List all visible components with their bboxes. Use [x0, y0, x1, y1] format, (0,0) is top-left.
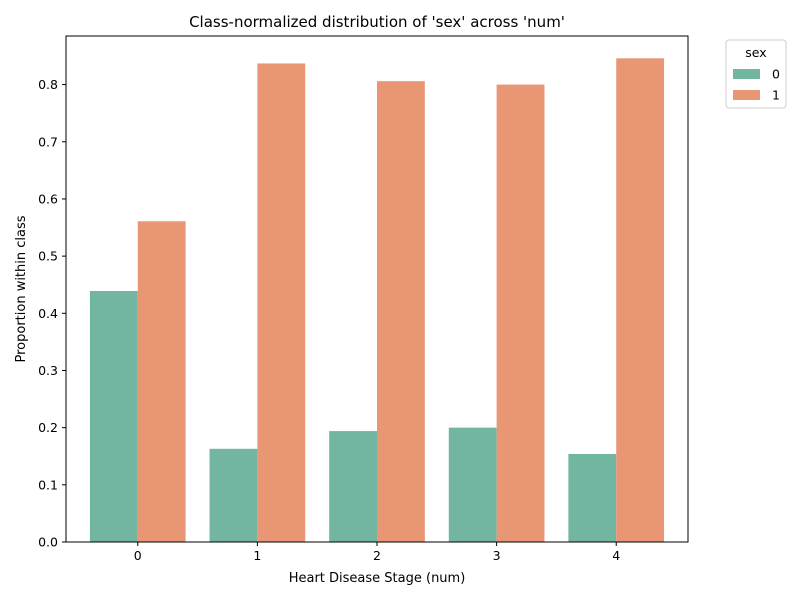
- bar-sex-1-num-1: [257, 63, 306, 543]
- bar-sex-0-num-0: [89, 291, 138, 542]
- legend-swatch-1: [733, 90, 760, 100]
- y-tick-label: 0.2: [38, 420, 58, 435]
- y-tick-label: 0.8: [38, 77, 58, 92]
- x-tick-label: 4: [612, 548, 620, 563]
- y-tick-label: 0.4: [38, 306, 58, 321]
- bar-sex-0-num-2: [329, 431, 377, 542]
- x-tick-label: 1: [253, 548, 261, 563]
- legend-label-0: 0: [772, 67, 780, 82]
- y-tick-label: 0.1: [38, 477, 58, 492]
- x-tick-label: 3: [493, 548, 501, 563]
- bar-sex-1-num-3: [496, 84, 545, 542]
- bar-sex-1-num-0: [137, 221, 186, 543]
- y-axis-label: Proportion within class: [14, 215, 29, 362]
- x-tick-label: 2: [373, 548, 381, 563]
- y-tick-label: 0.6: [38, 191, 58, 206]
- plot-frame: [65, 35, 689, 543]
- y-tick-label: 0.7: [38, 134, 58, 149]
- legend: sex 0 1: [725, 39, 787, 109]
- plot-area: 0 1 2 3 4 0.0 0.1 0.2 0.3 0.4 0.5 0.6 0.7 0.8: [38, 58, 665, 563]
- chart-title: Class-normalized distribution of 'sex' a…: [189, 13, 565, 31]
- y-tick-label: 0.5: [38, 249, 58, 264]
- y-tick-label: 0.0: [38, 535, 58, 550]
- legend-swatch-0: [733, 69, 760, 79]
- x-tick-label: 0: [134, 548, 142, 563]
- legend-label-1: 1: [772, 88, 780, 103]
- bar-sex-0-num-1: [209, 448, 258, 542]
- legend-title: sex: [745, 45, 766, 60]
- bar-sex-0-num-4: [568, 453, 617, 542]
- y-tick-label: 0.3: [38, 363, 58, 378]
- bar-sex-1-num-4: [616, 58, 665, 542]
- bar-sex-0-num-3: [448, 427, 497, 542]
- bar-sex-1-num-2: [377, 81, 425, 542]
- x-axis-label: Heart Disease Stage (num): [289, 571, 466, 586]
